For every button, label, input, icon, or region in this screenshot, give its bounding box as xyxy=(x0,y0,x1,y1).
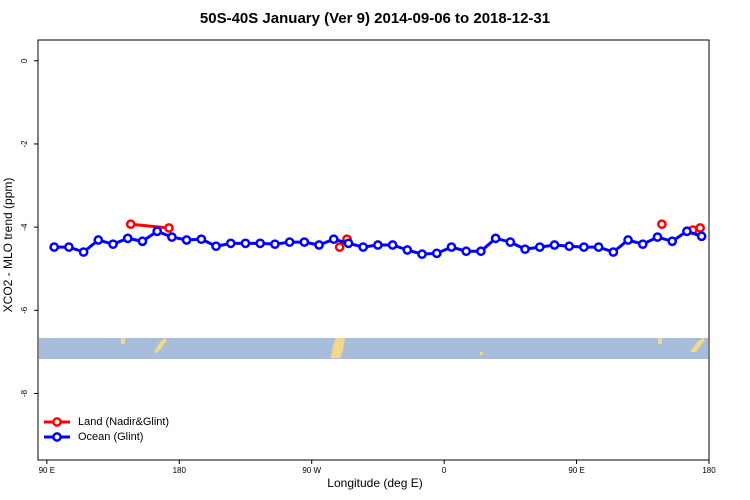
point xyxy=(417,249,427,260)
point xyxy=(334,242,345,252)
point xyxy=(93,235,104,245)
point xyxy=(579,242,589,252)
point xyxy=(608,247,619,257)
point xyxy=(284,237,295,247)
point xyxy=(358,242,369,252)
x-tick-label: 90 E xyxy=(39,466,55,475)
point xyxy=(255,238,266,249)
point xyxy=(78,247,89,257)
point xyxy=(461,246,472,257)
x-tick-label: 90 E xyxy=(568,466,584,475)
point xyxy=(505,237,516,247)
y-tick-label: -2 xyxy=(20,140,29,148)
legend-label: Ocean (Glint) xyxy=(78,431,143,443)
x-axis-title: Longitude (deg E) xyxy=(327,476,422,490)
point xyxy=(637,239,648,250)
point xyxy=(167,232,177,242)
legend-label: Land (Nadir&Glint) xyxy=(78,416,169,428)
point xyxy=(211,241,221,252)
point xyxy=(49,242,60,252)
y-tick-label: -4 xyxy=(20,223,29,231)
point xyxy=(299,237,310,247)
point xyxy=(431,248,442,259)
point xyxy=(373,240,383,250)
point xyxy=(387,240,398,250)
point xyxy=(652,232,663,242)
plot-frame xyxy=(37,39,710,461)
point xyxy=(549,240,560,250)
x-tick-label: 0 xyxy=(442,466,447,475)
point xyxy=(343,238,354,249)
point xyxy=(446,242,457,252)
point xyxy=(270,239,280,250)
point xyxy=(240,238,251,249)
point xyxy=(696,231,707,242)
point xyxy=(667,236,678,247)
point xyxy=(64,242,74,252)
point xyxy=(108,239,118,250)
point xyxy=(122,233,133,244)
series-line xyxy=(130,222,170,230)
legend-marker xyxy=(52,417,62,427)
point xyxy=(225,238,236,249)
legend-marker xyxy=(52,432,62,442)
point xyxy=(328,234,339,245)
map-strip xyxy=(39,338,708,359)
y-tick-label: -6 xyxy=(20,306,29,314)
x-tick-label: 180 xyxy=(702,466,716,475)
point xyxy=(137,236,148,247)
y-axis-title: XCO2 - MLO trend (ppm) xyxy=(1,178,15,313)
point xyxy=(402,245,413,255)
y-tick-label: -8 xyxy=(20,389,29,397)
point xyxy=(314,240,324,250)
x-tick-label: 90 W xyxy=(302,466,321,475)
point xyxy=(476,246,486,257)
y-tick-label: 0 xyxy=(20,58,29,63)
point xyxy=(564,241,575,252)
point xyxy=(152,226,163,237)
point xyxy=(125,219,136,230)
chart-title: 50S-40S January (Ver 9) 2014-09-06 to 20… xyxy=(200,10,550,27)
point xyxy=(196,234,207,245)
point xyxy=(164,223,174,233)
point xyxy=(490,233,501,244)
point xyxy=(623,235,633,245)
x-tick-label: 180 xyxy=(173,466,187,475)
point xyxy=(682,226,692,237)
point xyxy=(181,235,192,245)
point xyxy=(534,242,545,252)
point xyxy=(695,223,706,233)
point xyxy=(520,244,530,255)
point xyxy=(593,242,604,252)
point xyxy=(657,219,667,230)
